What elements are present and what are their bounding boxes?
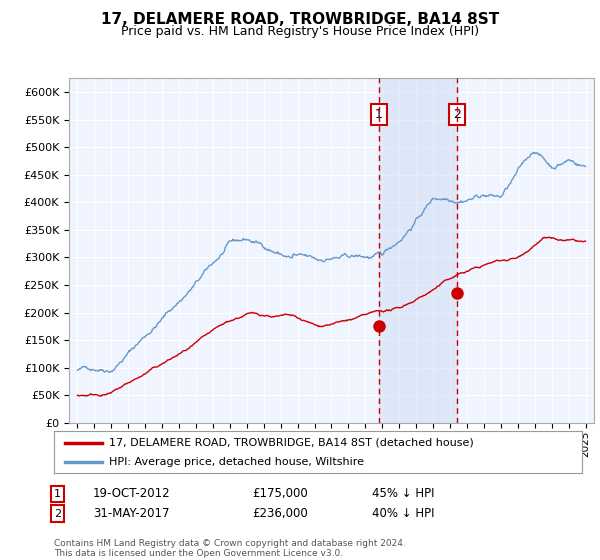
Text: £236,000: £236,000 — [252, 507, 308, 520]
Text: Price paid vs. HM Land Registry's House Price Index (HPI): Price paid vs. HM Land Registry's House … — [121, 25, 479, 38]
Bar — [379, 78, 457, 423]
Text: 2: 2 — [54, 508, 61, 519]
Text: 1: 1 — [54, 489, 61, 499]
Text: 19-OCT-2012: 19-OCT-2012 — [93, 487, 170, 501]
Text: 17, DELAMERE ROAD, TROWBRIDGE, BA14 8ST: 17, DELAMERE ROAD, TROWBRIDGE, BA14 8ST — [101, 12, 499, 27]
Text: 2: 2 — [453, 108, 461, 121]
Text: Contains HM Land Registry data © Crown copyright and database right 2024.
This d: Contains HM Land Registry data © Crown c… — [54, 539, 406, 558]
Text: 45% ↓ HPI: 45% ↓ HPI — [372, 487, 434, 501]
Text: 31-MAY-2017: 31-MAY-2017 — [93, 507, 170, 520]
Text: £175,000: £175,000 — [252, 487, 308, 501]
Text: 1: 1 — [375, 108, 383, 121]
Text: 17, DELAMERE ROAD, TROWBRIDGE, BA14 8ST (detached house): 17, DELAMERE ROAD, TROWBRIDGE, BA14 8ST … — [109, 437, 474, 447]
Text: 40% ↓ HPI: 40% ↓ HPI — [372, 507, 434, 520]
Text: HPI: Average price, detached house, Wiltshire: HPI: Average price, detached house, Wilt… — [109, 457, 364, 467]
